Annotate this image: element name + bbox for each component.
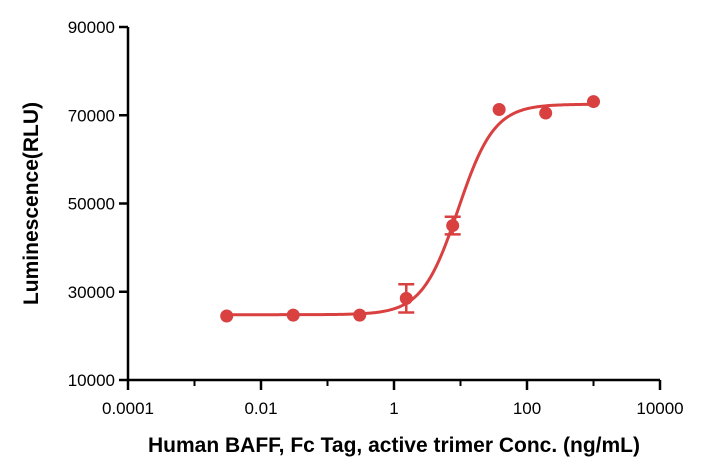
x-tick-label: 0.0001 — [102, 399, 154, 418]
data-point — [492, 103, 506, 117]
y-tick-label: 90000 — [68, 18, 115, 37]
data-point — [539, 106, 553, 120]
data-point — [220, 309, 234, 323]
data-point — [587, 95, 600, 109]
points-layer — [220, 95, 600, 323]
x-tick-label: 0.01 — [244, 399, 277, 418]
labels-layer: Human BAFF, Fc Tag, active trimer Conc. … — [20, 102, 640, 457]
x-tick-label: 10000 — [636, 399, 683, 418]
data-point — [446, 219, 460, 233]
data-point — [353, 308, 367, 322]
x-tick-label: 100 — [513, 399, 541, 418]
y-tick-label: 10000 — [68, 371, 115, 390]
y-axis-title: Luminescence(RLU) — [20, 102, 43, 305]
x-tick-label: 1 — [389, 399, 398, 418]
data-point — [399, 291, 413, 305]
axes-layer: 10000 30000 50000 70000 90000 0.0001 0.01 1 100 1… — [68, 18, 684, 418]
x-axis-title: Human BAFF, Fc Tag, active trimer Conc. … — [148, 434, 640, 457]
y-tick-label: 30000 — [68, 283, 115, 302]
y-tick-label: 70000 — [68, 106, 115, 125]
data-point — [286, 308, 300, 322]
y-tick-label: 50000 — [68, 195, 115, 214]
